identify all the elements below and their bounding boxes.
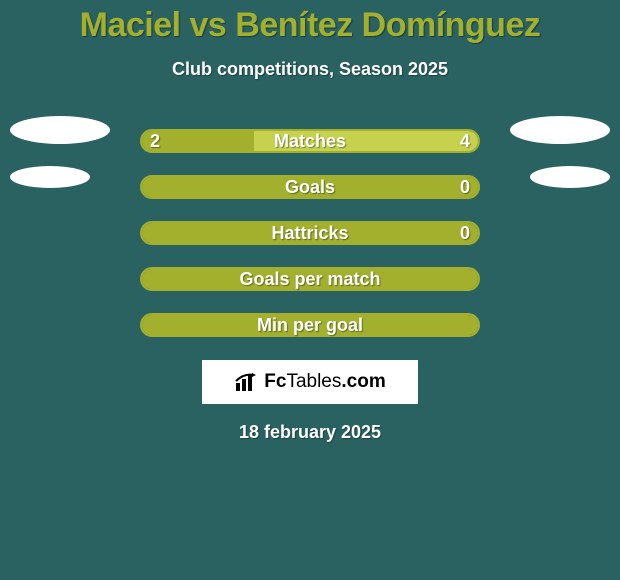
- date-label: 18 february 2025: [0, 422, 620, 443]
- chart-icon: [234, 371, 260, 393]
- logo-bold: Fc: [264, 371, 286, 392]
- stat-bar: [140, 221, 480, 245]
- page-title: Maciel vs Benítez Domínguez: [0, 0, 620, 45]
- stat-row-matches: 2 4 Matches: [0, 118, 620, 164]
- stat-bar-left: [142, 177, 478, 197]
- stat-value-right: 4: [460, 131, 470, 152]
- player-left-avatar-small: [10, 166, 90, 188]
- comparison-card: Maciel vs Benítez Domínguez Club competi…: [0, 0, 620, 580]
- subtitle: Club competitions, Season 2025: [0, 59, 620, 80]
- logo-suffix: .com: [341, 371, 385, 392]
- stat-bar: [140, 313, 480, 337]
- stat-bar-right: [254, 131, 478, 151]
- stat-row-goals: 0 Goals: [0, 164, 620, 210]
- stat-bar: [140, 175, 480, 199]
- stat-row-min-per-goal: Min per goal: [0, 302, 620, 348]
- stat-bar: [140, 129, 480, 153]
- stat-row-hattricks: 0 Hattricks: [0, 210, 620, 256]
- logo-thin: Tables: [286, 371, 341, 392]
- stat-value-right: 0: [460, 177, 470, 198]
- comparison-chart: 2 4 Matches 0 Goals 0 Hattricks: [0, 118, 620, 348]
- stat-value-right: 0: [460, 223, 470, 244]
- stat-bar-left: [142, 315, 478, 335]
- fctables-logo: FcTables.com: [202, 360, 418, 404]
- stat-bar: [140, 267, 480, 291]
- player-left-avatar: [10, 116, 110, 144]
- player-right-avatar-small: [530, 166, 610, 188]
- stat-value-left: 2: [150, 131, 160, 152]
- stat-bar-left: [142, 269, 478, 289]
- logo-text: FcTables.com: [264, 371, 385, 393]
- stat-row-goals-per-match: Goals per match: [0, 256, 620, 302]
- player-right-avatar: [510, 116, 610, 144]
- stat-bar-left: [142, 223, 478, 243]
